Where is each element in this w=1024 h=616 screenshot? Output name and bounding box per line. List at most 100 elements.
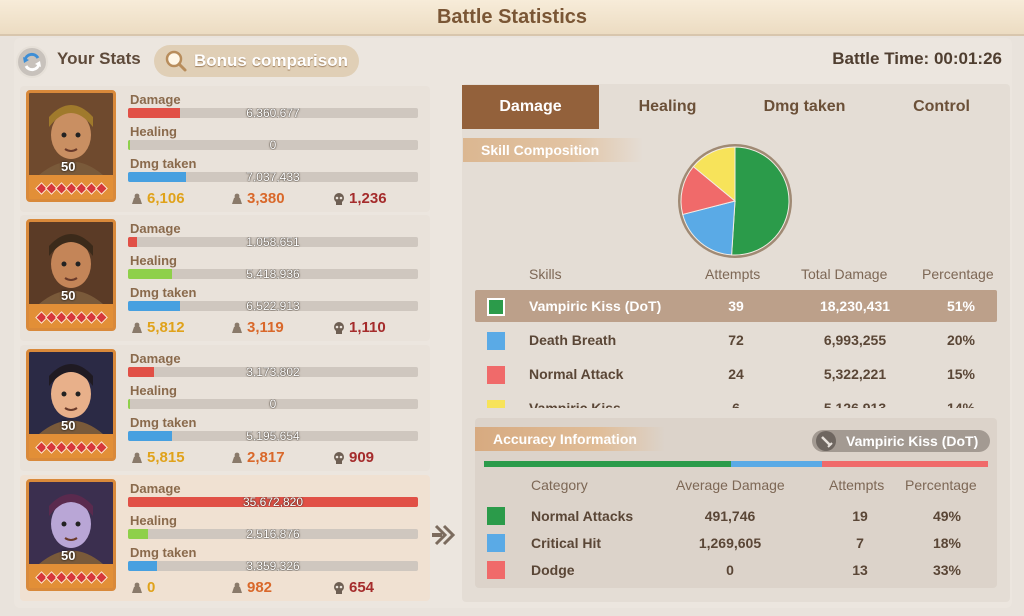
healing-label: Healing — [130, 513, 177, 528]
skull-icon — [334, 581, 344, 594]
header-acc-attempts: Attempts — [829, 477, 885, 493]
damage-label: Damage — [130, 92, 181, 107]
hero-level: 50 — [61, 288, 76, 303]
stat-c: 654 — [332, 579, 374, 596]
damage-label: Damage — [130, 351, 181, 366]
header-acc-percentage: Percentage — [905, 477, 977, 493]
skill-color-swatch — [487, 298, 505, 316]
hero-level: 50 — [61, 418, 76, 433]
hero-portrait[interactable]: 50 — [26, 219, 116, 331]
accuracy-attempts: 7 — [856, 535, 864, 551]
skill-color-swatch — [487, 366, 505, 384]
damage-value: 6,360,677 — [246, 108, 300, 118]
skill-row[interactable]: Normal Attack 24 5,322,221 15% — [475, 358, 997, 390]
tab-control[interactable]: Control — [913, 98, 970, 115]
skill-row[interactable]: Vampiric Kiss 6 5,126,913 14% — [475, 392, 997, 408]
stat-a-value: 5,815 — [147, 449, 185, 466]
hero-stars — [32, 179, 110, 197]
shield-hand-icon — [232, 193, 242, 204]
stat-c-value: 1,110 — [349, 319, 386, 336]
stat-a: 6,106 — [130, 190, 185, 207]
healing-bar-fill — [128, 529, 149, 539]
stat-a-value: 0 — [147, 579, 156, 596]
hero-portrait[interactable]: 50 — [26, 90, 116, 202]
accuracy-category: Dodge — [531, 562, 575, 578]
skill-row[interactable]: Death Breath 72 6,993,255 20% — [475, 324, 997, 356]
dmg-taken-bar: 6,522,913 — [128, 301, 418, 311]
hero-mini-stats: 5,815 2,817 909 — [130, 449, 420, 469]
stat-c: 1,110 — [332, 319, 386, 336]
skill-pie-chart — [678, 144, 792, 258]
hero-stars — [32, 568, 110, 586]
skill-list[interactable]: Vampiric Kiss (DoT) 39 18,230,431 51% De… — [475, 288, 997, 408]
dmg-taken-label: Dmg taken — [130, 415, 197, 430]
damage-bar: 3,173,802 — [128, 367, 418, 377]
accuracy-bar-segment — [484, 461, 731, 467]
damage-value: 3,173,802 — [246, 367, 300, 377]
accuracy-avg-damage: 1,269,605 — [698, 535, 762, 551]
double-arrow-icon — [432, 524, 456, 546]
accuracy-category: Normal Attacks — [531, 508, 634, 524]
hero-card[interactable]: 50 Damage 1,058,651 Healing 5,418,936 Dm… — [20, 215, 430, 341]
hero-avatar — [29, 482, 113, 564]
skull-icon — [334, 192, 344, 205]
stat-b: 982 — [230, 579, 272, 596]
skill-name: Vampiric Kiss — [529, 400, 621, 408]
healing-bar: 0 — [128, 399, 418, 409]
skill-row[interactable]: Vampiric Kiss (DoT) 39 18,230,431 51% — [475, 290, 997, 322]
hero-portrait[interactable]: 50 — [26, 349, 116, 461]
dmg-taken-value: 6,522,913 — [246, 301, 300, 311]
fist-icon — [132, 582, 142, 593]
tab-healing[interactable]: Healing — [638, 98, 697, 115]
star-icon — [94, 570, 108, 584]
healing-bar: 0 — [128, 140, 418, 150]
dmg-taken-bar: 3,359,326 — [128, 561, 418, 571]
accuracy-attempts: 13 — [852, 562, 868, 578]
dmg-taken-label: Dmg taken — [130, 545, 197, 560]
healing-bar-fill — [128, 140, 130, 150]
bonus-comparison-label: Bonus comparison — [194, 51, 348, 70]
dmg-taken-bar-fill — [128, 431, 172, 441]
damage-value: 35,672,820 — [242, 497, 304, 507]
tab-damage[interactable]: Damage — [462, 85, 599, 129]
healing-label: Healing — [130, 383, 177, 398]
damage-bar: 6,360,677 — [128, 108, 418, 118]
hero-card[interactable]: 50 Damage 6,360,677 Healing 0 Dmg taken … — [20, 86, 430, 212]
damage-bar-fill — [128, 108, 181, 118]
stat-b-value: 2,817 — [247, 449, 285, 466]
accuracy-bar-segment — [730, 461, 822, 467]
dmg-taken-bar: 5,195,654 — [128, 431, 418, 441]
healing-value: 0 — [269, 140, 277, 150]
skill-attempts: 39 — [728, 298, 744, 314]
damage-bar-fill — [128, 367, 155, 377]
accuracy-title: Accuracy Information — [475, 427, 665, 451]
star-icon — [94, 440, 108, 454]
tab-dmg-taken[interactable]: Dmg taken — [763, 98, 846, 115]
accuracy-skill-name: Vampiric Kiss (DoT) — [846, 433, 979, 449]
hero-card[interactable]: 50 Damage 3,173,802 Healing 0 Dmg taken … — [20, 345, 430, 471]
header-skills: Skills — [529, 266, 562, 282]
pie-slice-1 — [682, 200, 736, 256]
skill-percentage: 15% — [946, 366, 976, 382]
skill-total-damage: 5,126,913 — [823, 400, 887, 408]
accuracy-color-swatch — [487, 561, 505, 579]
accuracy-skill-selector[interactable]: Vampiric Kiss (DoT) — [812, 430, 990, 452]
skill-attempts: 24 — [728, 366, 744, 382]
header-average-damage: Average Damage — [676, 477, 785, 493]
back-button[interactable] — [16, 46, 48, 78]
header-category: Category — [531, 477, 588, 493]
skill-composition-title: Skill Composition — [463, 138, 643, 162]
hero-avatar — [29, 93, 113, 175]
dmg-taken-bar-fill — [128, 172, 186, 182]
bonus-comparison-button[interactable]: Bonus comparison — [154, 45, 359, 77]
stat-c: 909 — [332, 449, 374, 466]
hero-portrait[interactable]: 50 — [26, 479, 116, 591]
fist-icon — [132, 452, 142, 463]
star-icon — [94, 310, 108, 324]
pie-slice-2 — [680, 165, 737, 216]
healing-label: Healing — [130, 124, 177, 139]
hero-card[interactable]: 50 Damage 35,672,820 Healing 2,516,876 D… — [20, 475, 430, 601]
skill-name: Vampiric Kiss (DoT) — [529, 298, 662, 314]
stat-b: 3,119 — [230, 319, 284, 336]
fist-icon — [132, 322, 142, 333]
